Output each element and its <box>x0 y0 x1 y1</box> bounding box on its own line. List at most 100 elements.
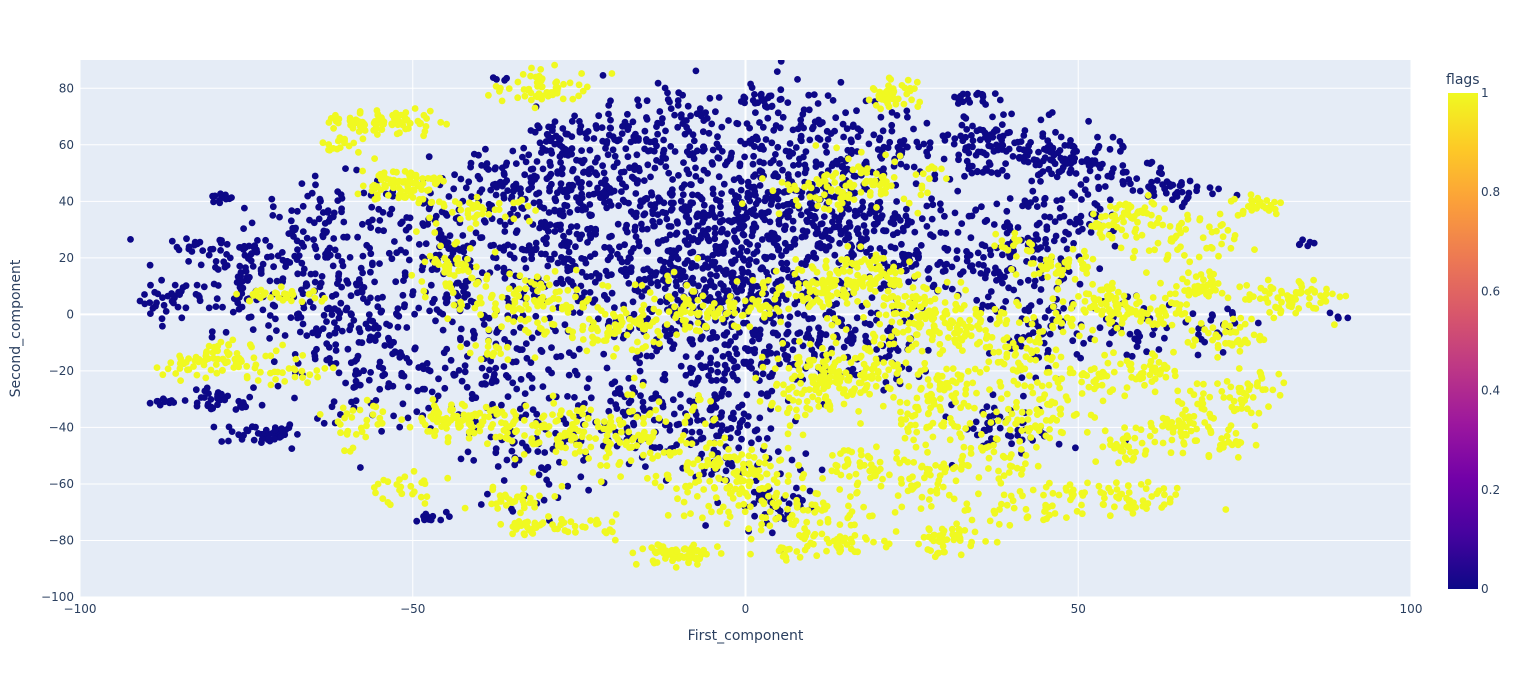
data-point <box>1040 200 1048 208</box>
data-point <box>236 354 243 362</box>
data-point <box>721 341 729 348</box>
data-point <box>845 219 853 227</box>
data-point <box>415 199 423 207</box>
data-point <box>610 352 617 360</box>
data-point <box>741 140 749 148</box>
data-point <box>777 313 784 321</box>
data-point <box>808 346 816 353</box>
data-point <box>906 252 913 259</box>
data-point <box>929 201 937 209</box>
data-point <box>974 249 982 257</box>
data-point <box>272 315 279 323</box>
data-point <box>390 412 397 420</box>
data-point <box>267 253 275 260</box>
data-point <box>667 451 674 459</box>
data-point <box>1028 177 1036 185</box>
data-point <box>638 225 646 233</box>
data-point <box>527 72 534 80</box>
data-point <box>825 234 833 242</box>
data-point <box>572 441 580 449</box>
data-point <box>973 167 981 175</box>
data-point <box>504 393 512 400</box>
data-point <box>576 128 584 136</box>
data-point <box>603 182 610 190</box>
data-point <box>423 493 431 500</box>
data-point <box>311 294 319 302</box>
data-point <box>482 381 489 388</box>
data-point <box>577 184 585 192</box>
data-point <box>649 557 657 565</box>
data-point <box>1067 137 1074 144</box>
data-point <box>208 333 216 341</box>
data-point <box>707 366 715 374</box>
data-point <box>475 151 482 159</box>
data-point <box>485 211 493 218</box>
data-point <box>646 435 653 443</box>
data-point <box>550 399 558 407</box>
data-point <box>681 273 689 281</box>
data-point <box>697 193 704 201</box>
data-point <box>1018 374 1026 381</box>
data-point <box>395 177 403 185</box>
data-point <box>712 242 720 250</box>
data-point <box>504 356 512 363</box>
data-point <box>1005 284 1012 292</box>
data-point <box>969 143 976 151</box>
data-point <box>410 467 418 475</box>
data-point <box>545 209 553 216</box>
data-point <box>996 275 1004 283</box>
data-point <box>209 192 217 200</box>
data-point <box>182 282 190 290</box>
data-point <box>214 266 222 273</box>
data-point <box>146 399 154 407</box>
data-point <box>331 319 338 326</box>
data-point <box>758 236 766 243</box>
data-point <box>607 124 614 132</box>
data-point <box>613 345 620 352</box>
data-point <box>768 139 776 147</box>
data-point <box>694 222 701 230</box>
data-point <box>725 390 732 398</box>
data-point <box>748 232 756 240</box>
data-point <box>388 255 396 263</box>
data-point <box>610 187 618 195</box>
data-point <box>513 345 521 352</box>
data-point <box>342 165 349 173</box>
data-point <box>1109 133 1117 141</box>
data-point <box>732 199 739 207</box>
data-point <box>627 264 635 272</box>
data-point <box>485 326 492 334</box>
data-point <box>503 456 511 464</box>
data-point <box>560 232 567 240</box>
data-point <box>625 428 633 436</box>
data-point <box>696 396 704 403</box>
data-point <box>197 261 205 269</box>
data-point <box>940 155 948 163</box>
data-point <box>744 193 751 201</box>
data-point <box>1123 351 1131 359</box>
data-point <box>763 392 771 400</box>
data-point <box>717 392 725 400</box>
data-point <box>720 286 728 294</box>
data-point <box>897 160 905 168</box>
data-point <box>705 237 713 245</box>
data-point <box>532 244 540 252</box>
data-point <box>765 343 773 350</box>
data-point <box>586 231 594 239</box>
data-point <box>987 288 995 295</box>
data-point <box>448 208 456 216</box>
data-point <box>902 212 910 220</box>
data-point <box>756 182 764 189</box>
data-point <box>1071 220 1079 228</box>
data-point <box>685 206 693 214</box>
data-point <box>954 187 962 195</box>
data-point <box>483 275 490 283</box>
data-point <box>753 248 761 255</box>
data-point <box>335 270 343 278</box>
data-point <box>369 216 376 224</box>
data-point <box>770 126 778 134</box>
data-point <box>478 269 486 277</box>
data-point <box>177 377 185 384</box>
data-point <box>1005 145 1013 153</box>
data-point <box>623 438 631 446</box>
